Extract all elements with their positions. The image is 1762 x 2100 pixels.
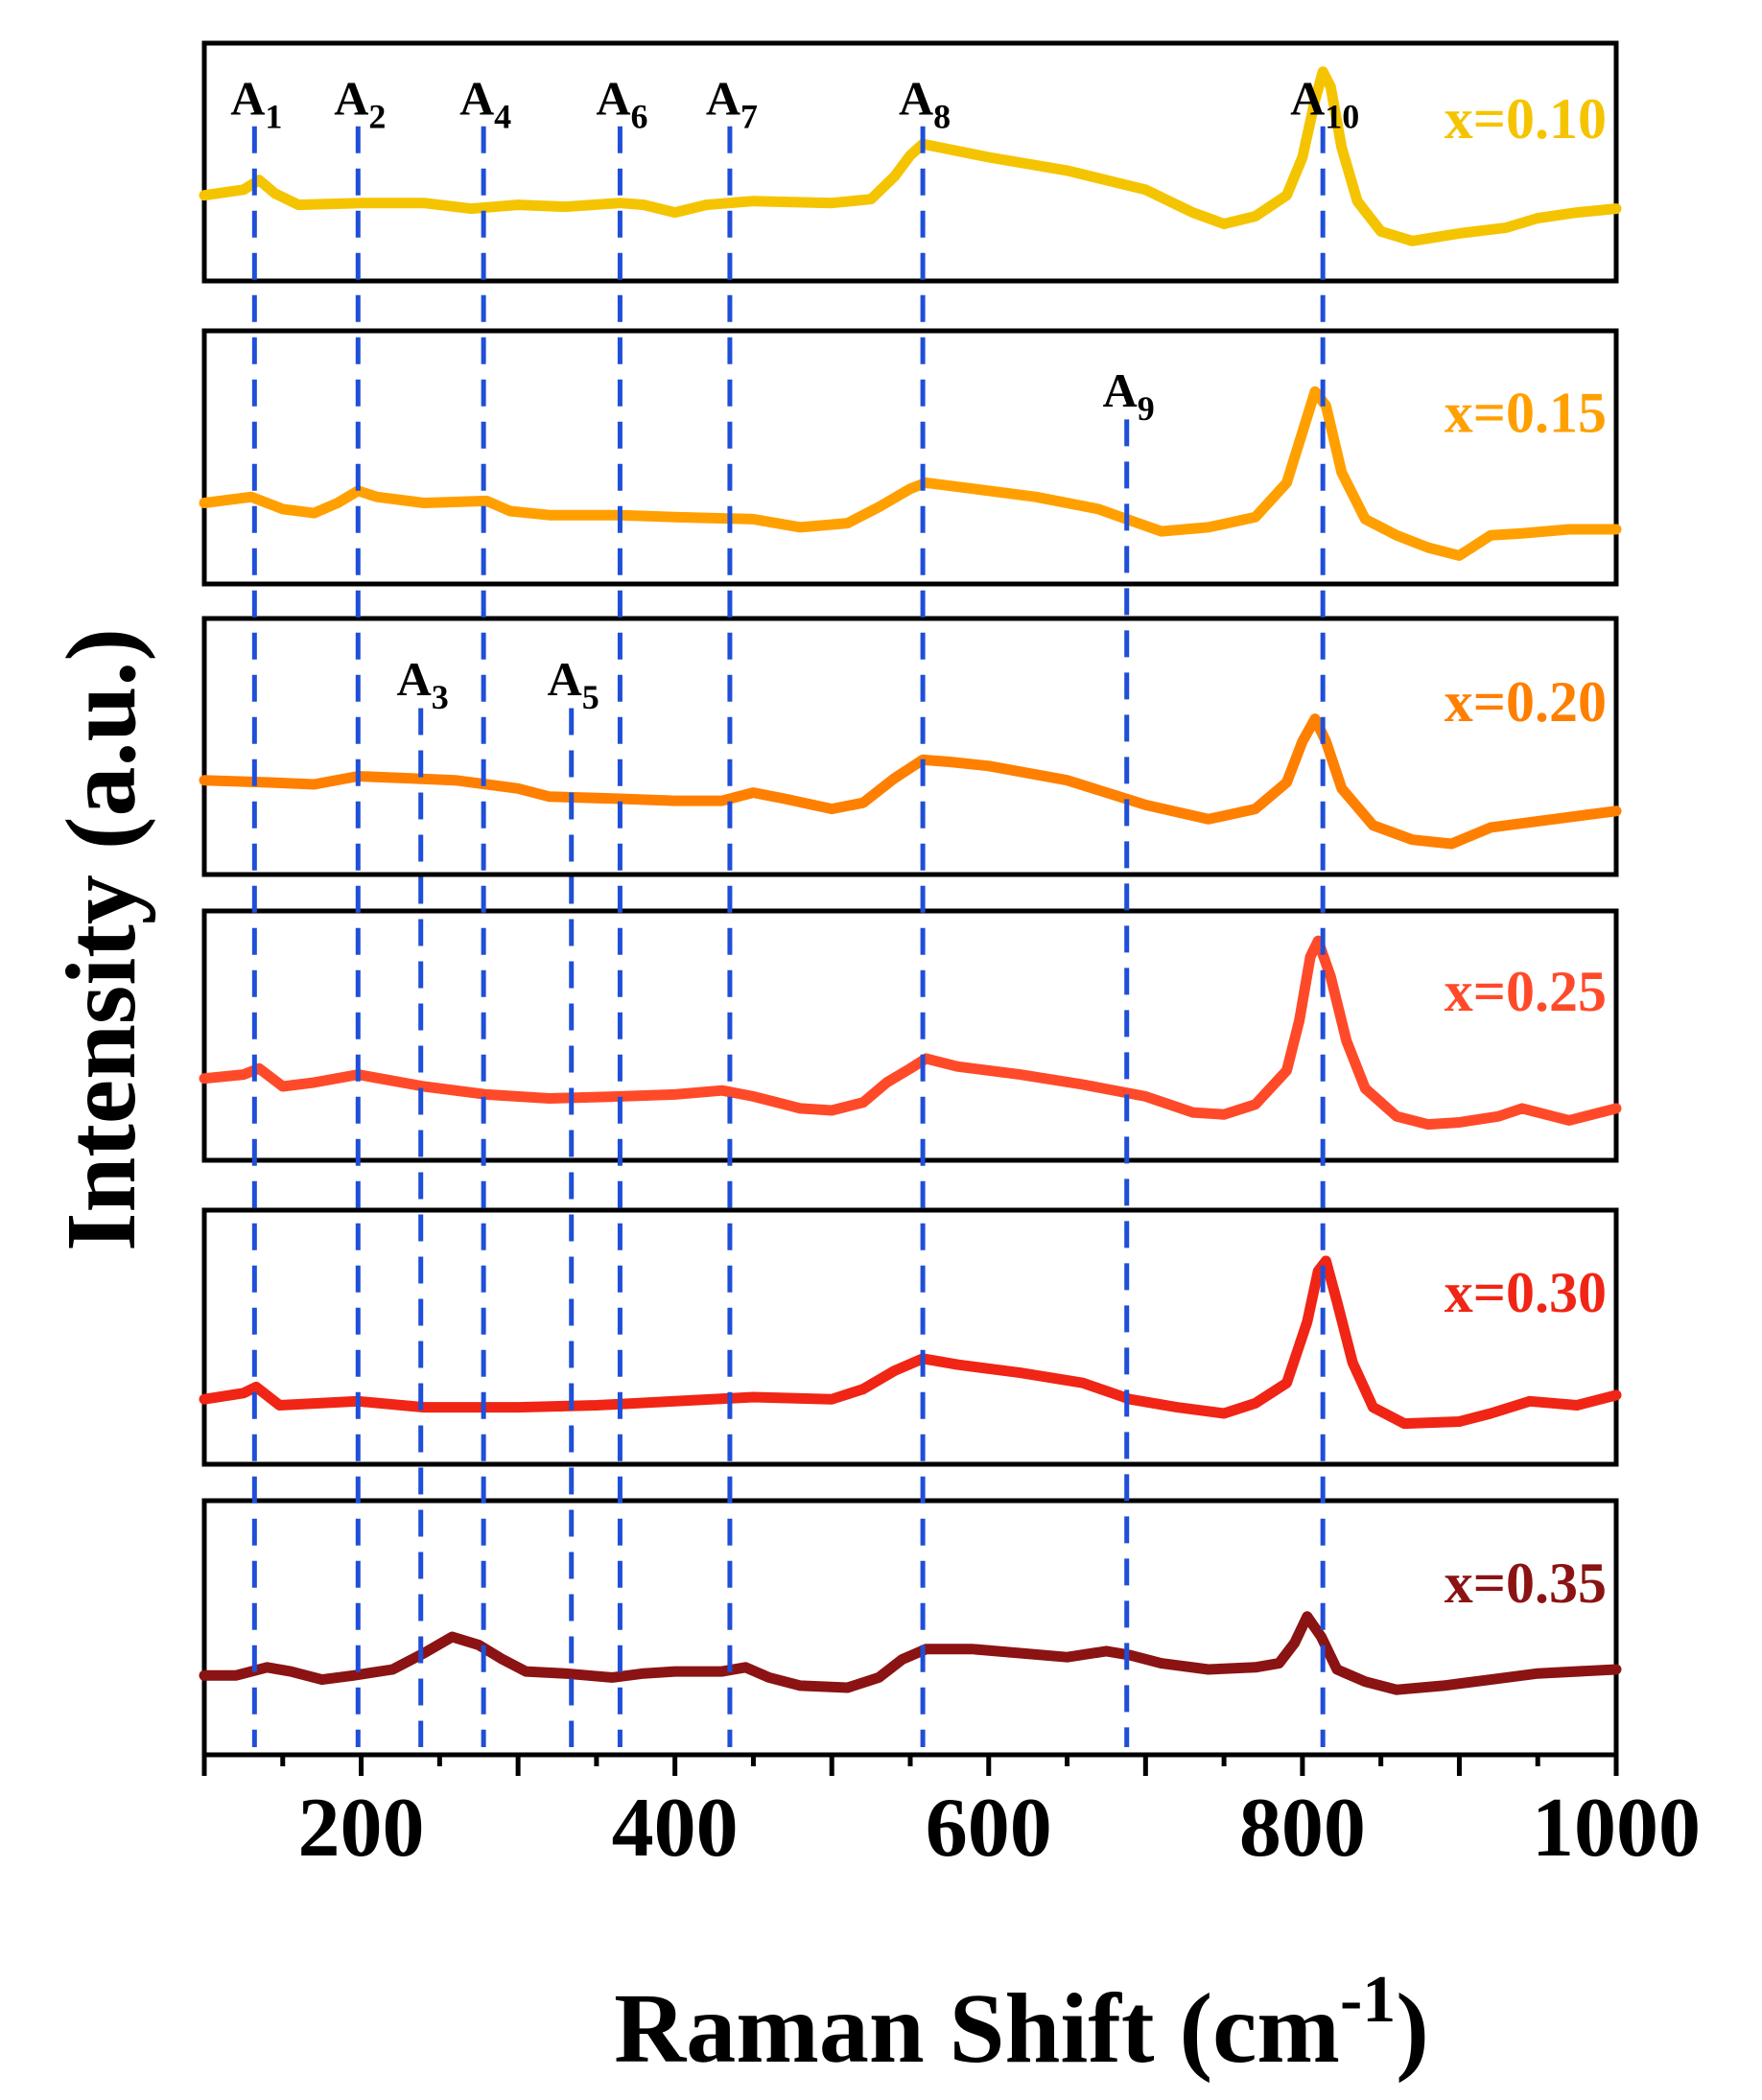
x-tick-label: 400	[612, 1782, 739, 1875]
panel-frame	[201, 616, 1619, 877]
x-tick-label: 600	[926, 1782, 1052, 1875]
panel-1: x=0.10	[199, 40, 1622, 284]
peak-label: A6	[596, 71, 647, 135]
peak-label: A9	[1103, 363, 1155, 428]
y-axis-title: Intensity (a.u.)	[46, 628, 156, 1251]
panel-4: x=0.25	[199, 908, 1622, 1163]
peak-label-letter: A	[548, 652, 582, 706]
peak-label: A7	[706, 71, 758, 135]
peak-label: A2	[334, 71, 386, 135]
peak-marker-A4: A4	[459, 71, 511, 1747]
peak-marker-A1: A1	[230, 71, 282, 1747]
x-axis-title-close: )	[1396, 1973, 1429, 2084]
series-line-4	[199, 935, 1622, 1131]
panel-frame	[201, 328, 1619, 587]
panel-5: x=0.30	[199, 1207, 1622, 1467]
peak-label: A1	[230, 71, 282, 135]
peak-label-subscript: 7	[740, 97, 758, 135]
peak-label: A4	[459, 71, 511, 135]
peak-label: A3	[397, 652, 449, 716]
peak-label-letter: A	[596, 71, 630, 125]
x-tick-label: 800	[1239, 1782, 1366, 1875]
peak-label: A8	[899, 71, 951, 135]
panel-frame	[201, 1498, 1619, 1758]
x-axis-title: Raman Shift (cm-1)	[614, 1963, 1429, 2084]
peak-label-letter: A	[230, 71, 265, 125]
peak-label-subscript: 4	[494, 97, 511, 135]
peak-label-subscript: 3	[432, 678, 449, 716]
series-label: x=0.25	[1445, 960, 1607, 1023]
peak-label-letter: A	[397, 652, 432, 706]
peak-marker-A5: A5	[548, 652, 599, 1747]
peak-marker-A10: A10	[1290, 71, 1359, 1747]
series-line-6	[199, 1611, 1622, 1695]
peak-label-letter: A	[706, 71, 740, 125]
x-axis-title-main: Raman Shift (cm	[614, 1973, 1340, 2084]
series-line-5	[199, 1255, 1622, 1430]
panel-frame	[201, 1207, 1619, 1467]
peak-marker-A8: A8	[899, 71, 951, 1747]
peak-label: A10	[1290, 71, 1359, 135]
peak-marker-A2: A2	[334, 71, 386, 1747]
peak-label-subscript: 2	[368, 97, 386, 135]
peak-marker-A3: A3	[397, 652, 449, 1747]
peak-label: A5	[548, 652, 599, 716]
panels-group: x=0.10 x=0.15 x=0.20 x=0.25 x=0.30 x=0.35	[199, 40, 1622, 1758]
series-label: x=0.35	[1445, 1552, 1607, 1615]
peak-label-subscript: 9	[1138, 389, 1155, 428]
series-line-1	[199, 66, 1622, 246]
peak-marker-A7: A7	[706, 71, 758, 1747]
peak-label-letter: A	[1290, 71, 1325, 125]
x-axis-title-superscript: -1	[1340, 1963, 1396, 2037]
series-label: x=0.30	[1445, 1261, 1607, 1324]
x-axis-ticks: 200 400 600 800 1000	[201, 1755, 1701, 1875]
x-tick-label: 1000	[1532, 1782, 1701, 1875]
panel-frame	[201, 908, 1619, 1163]
series-line-2	[199, 385, 1622, 561]
peak-marker-A9: A9	[1103, 363, 1155, 1747]
series-label: x=0.15	[1445, 382, 1607, 445]
peak-label-letter: A	[459, 71, 494, 125]
panel-2: x=0.15	[199, 328, 1622, 587]
series-label: x=0.20	[1445, 670, 1607, 734]
series-label: x=0.10	[1445, 87, 1607, 151]
panel-6: x=0.35	[199, 1498, 1622, 1758]
peak-label-subscript: 1	[265, 97, 282, 135]
peak-marker-A6: A6	[596, 71, 647, 1747]
peak-label-subscript: 8	[933, 97, 951, 135]
peak-label-subscript: 10	[1325, 97, 1359, 135]
panel-frame	[201, 40, 1619, 284]
peak-label-letter: A	[1103, 363, 1138, 417]
peak-label-subscript: 5	[582, 678, 599, 716]
x-tick-label: 200	[298, 1782, 425, 1875]
peak-label-letter: A	[334, 71, 368, 125]
series-line-3	[199, 713, 1622, 850]
peak-label-subscript: 6	[630, 97, 647, 135]
peak-label-letter: A	[899, 71, 933, 125]
